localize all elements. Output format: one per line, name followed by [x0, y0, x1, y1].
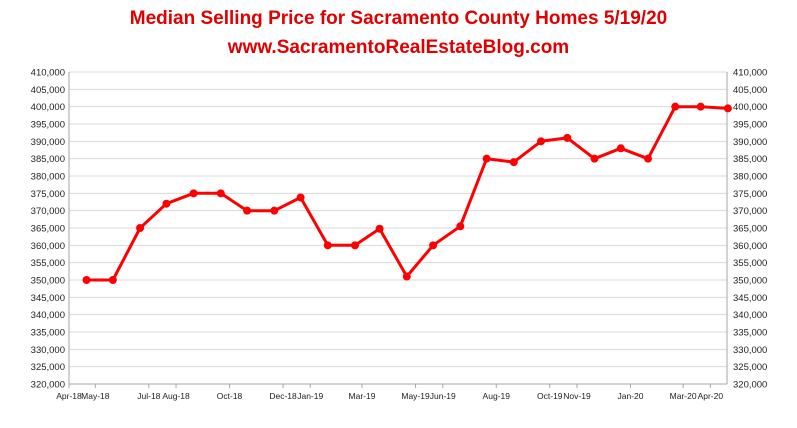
gridlines [69, 71, 727, 385]
data-point [296, 193, 305, 202]
y-tick-label-left: 355,000 [31, 258, 65, 269]
x-tick-label: Apr-18 [56, 391, 82, 401]
y-tick-label-right: 380,000 [733, 172, 767, 183]
y-tick-label-left: 345,000 [31, 293, 65, 304]
x-tick-label: Jul-18 [137, 391, 160, 401]
y-tick-label-left: 370,000 [31, 206, 65, 217]
y-tick-label-right: 345,000 [733, 293, 767, 304]
data-point [243, 206, 252, 215]
y-tick-label-right: 325,000 [733, 362, 767, 373]
y-tick-label-left: 325,000 [31, 362, 65, 373]
y-tick-label-right: 360,000 [733, 241, 767, 252]
x-tick-label: Oct-19 [537, 391, 563, 401]
y-tick-label-right: 385,000 [733, 154, 767, 165]
data-point [429, 241, 438, 250]
y-tick-label-left: 405,000 [31, 85, 65, 96]
y-tick-label-left: 400,000 [31, 102, 65, 113]
y-tick-label-left: 365,000 [31, 224, 65, 235]
x-tick-label: Mar-19 [349, 391, 376, 401]
x-tick-label: Oct-18 [217, 391, 243, 401]
y-tick-label-right: 400,000 [733, 102, 767, 113]
y-tick-label-left: 360,000 [31, 241, 65, 252]
x-tick-label: Jan-20 [617, 391, 643, 401]
data-point [323, 241, 332, 250]
y-tick-label-left: 410,000 [31, 68, 65, 79]
x-axis-ticks: Apr-18 May-18 Jul-18 Aug-18 Oct-18 Dec-18 Jan-… [56, 384, 723, 401]
y-tick-label-left: 385,000 [31, 154, 65, 165]
data-point [351, 241, 360, 250]
y-tick-label-right: 340,000 [733, 310, 767, 321]
y-tick-label-left: 390,000 [31, 137, 65, 148]
chart-subtitle: www.SacramentoRealEstateBlog.com [227, 37, 570, 58]
y-tick-label-right: 350,000 [733, 276, 767, 287]
y-tick-label-right: 375,000 [733, 189, 767, 200]
y-tick-label-right: 365,000 [733, 224, 767, 235]
data-point [696, 102, 705, 111]
y-tick-label-right: 330,000 [733, 345, 767, 356]
y-tick-label-right: 320,000 [733, 380, 767, 391]
y-axis-left-ticks: 320,000 325,000 330,000 335,000 340,000 345,0… [31, 68, 65, 391]
data-point [563, 133, 572, 142]
x-tick-label: Dec-18 [269, 391, 297, 401]
y-tick-label-left: 330,000 [31, 345, 65, 356]
y-tick-label-right: 355,000 [733, 258, 767, 269]
data-point [671, 102, 680, 111]
y-tick-label-right: 370,000 [733, 206, 767, 217]
y-tick-label-right: 410,000 [733, 68, 767, 79]
data-point [162, 199, 171, 208]
data-point [482, 154, 491, 163]
y-tick-label-left: 335,000 [31, 328, 65, 339]
y-tick-label-right: 390,000 [733, 137, 767, 148]
data-point [644, 154, 653, 163]
data-point [537, 137, 546, 146]
y-axis-right-ticks: 320,000 325,000 330,000 335,000 340,000 345,0… [733, 68, 767, 391]
data-point [509, 158, 518, 167]
y-tick-label-left: 375,000 [31, 189, 65, 200]
x-tick-label: Jan-19 [297, 391, 323, 401]
y-tick-label-left: 320,000 [31, 380, 65, 391]
x-tick-label: Apr-20 [698, 391, 724, 401]
data-point [590, 154, 599, 163]
x-tick-label: Mar-20 [670, 391, 697, 401]
y-tick-label-right: 395,000 [733, 120, 767, 131]
data-point [136, 224, 145, 232]
data-point [216, 189, 225, 198]
y-tick-label-left: 350,000 [31, 276, 65, 287]
x-tick-label: Aug-19 [483, 391, 511, 401]
data-point [108, 276, 117, 284]
data-point [375, 224, 384, 233]
axes [68, 72, 728, 385]
series-group [82, 102, 732, 284]
data-point [270, 206, 279, 215]
y-tick-label-right: 405,000 [733, 85, 767, 96]
data-point [616, 144, 625, 153]
x-tick-label: May-19 [401, 391, 430, 401]
y-tick-label-right: 335,000 [733, 328, 767, 339]
x-tick-label: Jun-19 [430, 391, 456, 401]
chart-title: Median Selling Price for Sacramento Coun… [129, 8, 668, 29]
data-point [723, 104, 732, 113]
data-point [456, 222, 465, 231]
x-tick-label: Nov-19 [563, 391, 591, 401]
y-tick-label-left: 395,000 [31, 120, 65, 131]
data-point [82, 276, 91, 284]
x-tick-label: Aug-18 [162, 391, 190, 401]
data-point [402, 272, 411, 281]
data-point [189, 189, 198, 198]
y-tick-label-left: 380,000 [31, 172, 65, 183]
y-tick-label-left: 340,000 [31, 310, 65, 321]
x-tick-label: May-18 [81, 391, 110, 401]
